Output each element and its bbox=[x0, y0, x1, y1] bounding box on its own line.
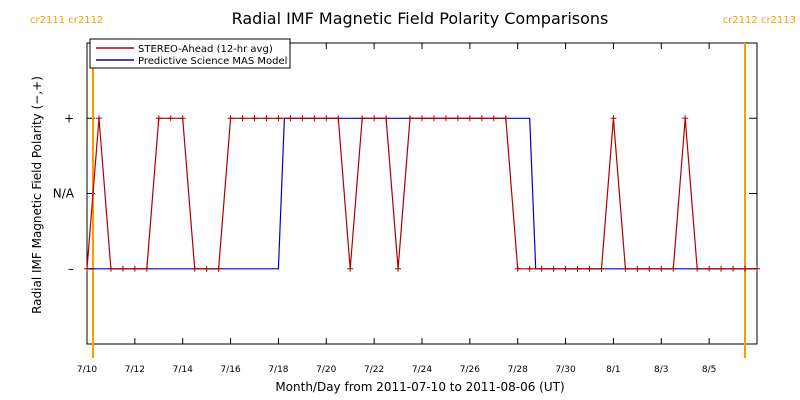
x-tick-label-10: 7/30 bbox=[555, 365, 575, 375]
series-0-point-27 bbox=[407, 115, 414, 122]
series-0-point-11 bbox=[215, 265, 222, 272]
series-0-point-14 bbox=[251, 115, 258, 122]
series-0-point-24 bbox=[371, 115, 378, 122]
series-0-point-6 bbox=[155, 115, 162, 122]
legend-box bbox=[89, 38, 291, 69]
x-tick-label-5: 7/20 bbox=[316, 365, 336, 375]
x-tick-label-6: 7/22 bbox=[364, 365, 384, 375]
legend: STEREO-Ahead (12-hr avg) Predictive Scie… bbox=[89, 38, 291, 69]
x-tick-label-12: 8/3 bbox=[654, 365, 668, 375]
series-0-point-8 bbox=[179, 115, 186, 122]
series-0-point-29 bbox=[430, 115, 437, 122]
series-0-point-9 bbox=[191, 265, 198, 272]
series-0-point-35 bbox=[502, 115, 509, 122]
series-0-point-0 bbox=[84, 265, 90, 272]
series-0-point-15 bbox=[263, 115, 270, 122]
series-0-point-10 bbox=[203, 265, 210, 272]
y-tick-label-0: + bbox=[64, 111, 74, 125]
series-0-point-43 bbox=[598, 265, 605, 272]
series-0-point-12 bbox=[227, 115, 234, 122]
series-0-point-20 bbox=[323, 115, 330, 122]
series-0-point-46 bbox=[634, 265, 641, 272]
series-0-point-54 bbox=[730, 265, 737, 272]
chart-title: Radial IMF Magnetic Field Polarity Compa… bbox=[232, 9, 609, 28]
series-0-point-51 bbox=[694, 265, 701, 272]
x-tick-label-11: 8/1 bbox=[606, 365, 620, 375]
series-0-point-7 bbox=[167, 115, 174, 122]
series-0-point-26 bbox=[395, 265, 402, 272]
series-0-point-53 bbox=[718, 265, 725, 272]
series-0-point-30 bbox=[442, 115, 449, 122]
series-0-point-31 bbox=[454, 115, 461, 122]
legend-label-mas: Predictive Science MAS Model bbox=[138, 56, 287, 67]
series-0-point-23 bbox=[359, 115, 366, 122]
x-tick-label-9: 7/28 bbox=[508, 365, 528, 375]
series-0-point-17 bbox=[287, 115, 294, 122]
series-0-point-42 bbox=[586, 265, 593, 272]
series-0-point-32 bbox=[466, 115, 473, 122]
x-tick-label-1: 7/12 bbox=[125, 365, 145, 375]
series-0-point-47 bbox=[646, 265, 653, 272]
series-0-point-56 bbox=[754, 265, 760, 272]
y-tick-label-1: N/A bbox=[53, 187, 75, 201]
series-0-point-41 bbox=[574, 265, 581, 272]
series-0-point-36 bbox=[514, 265, 521, 272]
series-0-point-34 bbox=[490, 115, 497, 122]
plot-area: 7/10 7/12 7/14 7/16 7/18 7/20 7/22 7/24 7/26 7/28… bbox=[53, 42, 760, 375]
y-tick-label-2: – bbox=[68, 262, 74, 276]
series-0-point-22 bbox=[347, 265, 354, 272]
carrington-label-left: cr2111 cr2112 bbox=[30, 15, 103, 26]
series-0-point-50 bbox=[682, 115, 689, 122]
series-0-point-38 bbox=[538, 265, 545, 272]
series-0-point-2 bbox=[107, 265, 114, 272]
series-0-point-25 bbox=[383, 115, 390, 122]
x-tick-label-8: 7/26 bbox=[460, 365, 480, 375]
series-0-point-28 bbox=[419, 115, 425, 122]
series-0-point-40 bbox=[562, 265, 569, 272]
carrington-label-right: cr2112 cr2113 bbox=[723, 15, 796, 26]
series-0-point-48 bbox=[658, 265, 665, 272]
x-tick-label-3: 7/16 bbox=[220, 365, 240, 375]
x-tick-label-13: 8/5 bbox=[702, 365, 716, 375]
series-0-point-1 bbox=[95, 115, 102, 122]
series-0-point-5 bbox=[143, 265, 150, 272]
series-0-point-37 bbox=[526, 265, 533, 272]
series-0-point-39 bbox=[550, 265, 557, 272]
series-0-point-19 bbox=[311, 115, 318, 122]
series-0-point-13 bbox=[239, 115, 246, 122]
y-axis-label: Radial IMF Magnetic Field Polarity (−,+) bbox=[30, 76, 44, 314]
series-0-point-3 bbox=[119, 265, 126, 272]
series-0-point-52 bbox=[706, 265, 713, 272]
series-0-point-49 bbox=[670, 265, 677, 272]
x-tick-label-4: 7/18 bbox=[268, 365, 288, 375]
x-tick-label-7: 7/24 bbox=[412, 365, 432, 375]
series-0-point-33 bbox=[478, 115, 485, 122]
series-0-point-18 bbox=[299, 115, 306, 122]
series-0-point-55 bbox=[742, 265, 749, 272]
series-0-point-44 bbox=[610, 115, 617, 122]
series-0-point-4 bbox=[131, 265, 138, 272]
series-0-point-16 bbox=[275, 115, 282, 122]
x-tick-label-2: 7/14 bbox=[173, 365, 193, 375]
x-tick-label-0: 7/10 bbox=[77, 365, 97, 375]
series-0-point-45 bbox=[622, 265, 629, 272]
legend-label-stereo: STEREO-Ahead (12-hr avg) bbox=[138, 44, 273, 55]
x-axis-label: Month/Day from 2011-07-10 to 2011-08-06 … bbox=[275, 380, 564, 394]
series-0-point-21 bbox=[335, 115, 342, 122]
